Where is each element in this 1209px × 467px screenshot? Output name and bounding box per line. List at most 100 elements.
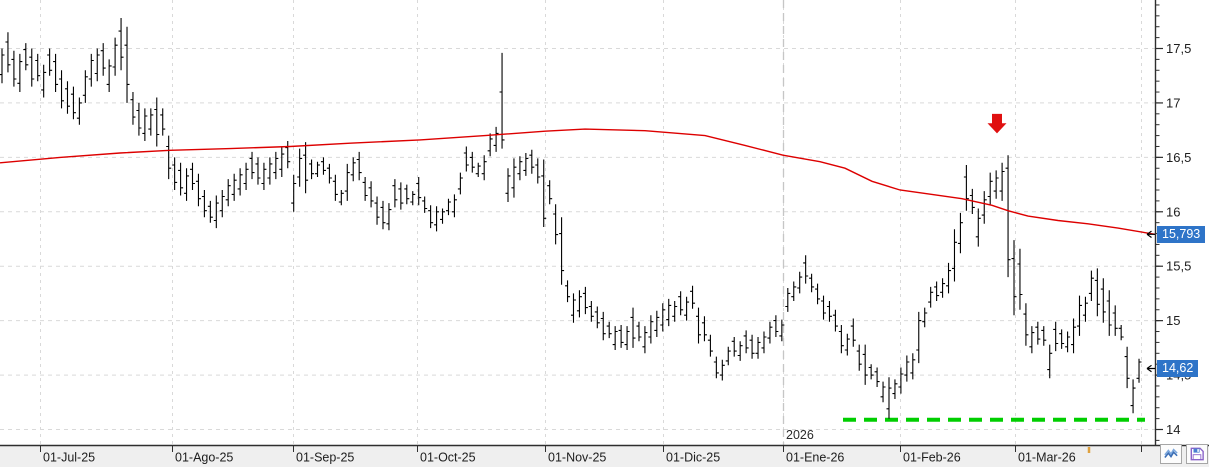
ohlc-bar <box>94 48 100 82</box>
ohlc-bar <box>189 162 195 190</box>
ohlc-bar <box>880 381 886 403</box>
ohlc-bar <box>821 295 827 320</box>
x-axis-tick-label: 01-Jul-25 <box>43 451 95 465</box>
ohlc-bar <box>666 298 672 327</box>
down-arrow-annotation <box>987 113 1007 134</box>
y-axis-tick-label: 16 <box>1166 204 1180 219</box>
ohlc-bar <box>803 255 809 284</box>
y-axis-tick-label: 16,5 <box>1166 150 1191 165</box>
ohlc-bar <box>404 184 410 205</box>
ohlc-bar <box>398 182 404 210</box>
ohlc-bar <box>219 190 225 218</box>
ohlc-bar <box>892 379 898 399</box>
ohlc-bar <box>124 26 130 103</box>
ohlc-bar <box>618 325 624 348</box>
ohlc-bar <box>547 180 553 205</box>
y-axis-tick-label: 17 <box>1166 95 1180 110</box>
ohlc-bar <box>184 168 190 201</box>
ohlc-bar <box>582 286 588 315</box>
save-button[interactable] <box>1186 444 1208 464</box>
ohlc-bar <box>380 200 386 230</box>
ohlc-bar <box>636 321 642 342</box>
ohlc-bar <box>463 146 469 172</box>
ohlc-bar <box>499 52 505 149</box>
ohlc-bar <box>368 181 374 208</box>
ohlc-bar <box>713 356 719 379</box>
ohlc-bar <box>904 355 910 382</box>
ohlc-bar <box>1029 326 1035 354</box>
ohlc-bar <box>29 48 35 87</box>
ohlc-bar <box>315 161 321 177</box>
ohlc-bar <box>106 59 112 92</box>
y-axis-tick-label: 14 <box>1166 422 1180 437</box>
ohlc-bar <box>1124 346 1130 389</box>
ohlc-bar <box>934 281 940 301</box>
ohlc-bar <box>1047 344 1053 379</box>
ohlc-bar <box>696 307 702 344</box>
ohlc-bar <box>166 135 172 180</box>
ohlc-bar <box>993 170 999 199</box>
ohlc-bar <box>642 326 648 354</box>
ohlc-bar <box>249 151 255 180</box>
ohlc-bar <box>570 293 576 323</box>
x-axis-tick-label: 01-Nov-25 <box>548 451 606 465</box>
ohlc-bar <box>344 163 350 201</box>
indicator-zigzag-button[interactable] <box>1160 444 1182 464</box>
ohlc-bar <box>178 162 184 196</box>
ohlc-bar <box>1035 321 1041 345</box>
ohlc-bar <box>82 70 88 103</box>
ohlc-bar <box>1118 325 1124 341</box>
ohlc-bar <box>1100 278 1106 323</box>
ohlc-bar <box>148 108 154 136</box>
left-arrow-icon <box>1146 364 1155 373</box>
ohlc-bar <box>946 262 952 294</box>
ohlc-bar <box>785 288 791 312</box>
ohlc-bar <box>999 162 1005 201</box>
year-label: 2026 <box>786 428 814 442</box>
ohlc-bar <box>535 158 541 184</box>
ohlc-bar <box>445 198 451 216</box>
ohlc-bar <box>23 43 29 71</box>
ohlc-bar <box>862 344 868 385</box>
ohlc-bar <box>41 64 47 98</box>
ohlc-bar <box>195 173 201 207</box>
ohlc-bar <box>225 179 231 207</box>
ohlc-bar <box>213 195 219 229</box>
ohlc-bar <box>624 326 630 350</box>
ohlc-bar <box>576 290 582 318</box>
ohlc-bar <box>660 303 666 332</box>
ohlc-bar <box>1088 270 1094 301</box>
ohlc-bar <box>255 157 261 185</box>
ohlc-bar <box>493 126 499 152</box>
ohlc-bar <box>142 108 148 141</box>
ohlc-bar <box>11 50 17 87</box>
x-axis-strip <box>0 446 1209 467</box>
ohlc-bar <box>809 273 815 293</box>
ohlc-bar <box>975 208 981 247</box>
ohlc-bar <box>701 316 707 342</box>
ohlc-bar <box>88 53 94 87</box>
ohlc-bar <box>606 321 612 339</box>
ohlc-bar <box>309 159 315 180</box>
ohlc-bar <box>112 37 118 76</box>
ohlc-bar <box>838 325 844 354</box>
ohlc-bar <box>856 344 862 371</box>
ohlc-bar <box>457 172 463 195</box>
ohlc-bar <box>487 133 493 157</box>
ohlc-bar <box>773 315 779 337</box>
ohlc-bar <box>76 97 82 125</box>
ohlc-bar <box>981 191 987 224</box>
ohlc-bar <box>600 311 606 341</box>
ohlc-bar <box>285 141 291 169</box>
ohlc-bar <box>35 53 41 82</box>
ohlc-bar <box>517 156 523 181</box>
ohlc-bar <box>874 367 880 387</box>
ohlc-bar <box>910 353 916 380</box>
ohlc-bar <box>1130 379 1136 414</box>
ohlc-bar <box>279 146 285 177</box>
ohlc-bar <box>303 142 309 194</box>
ohlc-bar <box>356 151 362 181</box>
ohlc-bar <box>850 318 856 347</box>
ohlc-bar <box>207 200 213 223</box>
